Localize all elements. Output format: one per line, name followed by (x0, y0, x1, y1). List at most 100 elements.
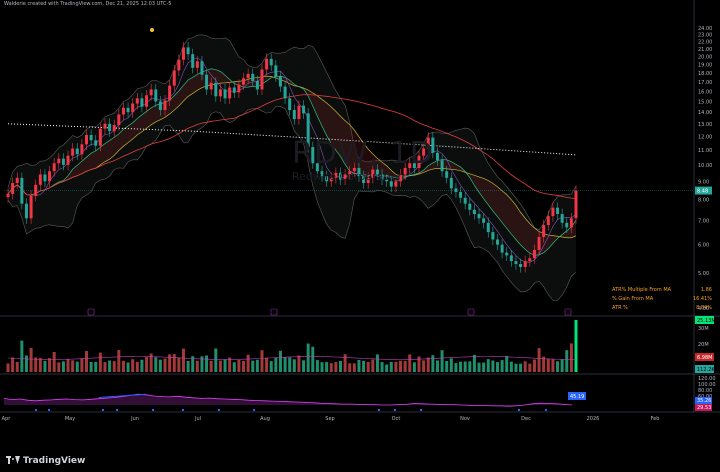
volume-bar (532, 359, 536, 372)
candle-body (223, 89, 227, 99)
y-tick-label: 14.00 (698, 110, 712, 116)
y-tick-label: 20.00 (698, 54, 712, 60)
candle-body (352, 167, 356, 172)
candle-body (200, 61, 204, 75)
volume-bar (66, 358, 70, 372)
candle-body (112, 125, 116, 132)
x-tick-label: Sep (325, 416, 334, 422)
candle-body (431, 137, 435, 153)
candle-body (422, 148, 426, 156)
volume-bar (509, 361, 513, 372)
candle-body (191, 54, 195, 68)
volume-bar (565, 350, 569, 372)
volume-bar (172, 354, 176, 372)
volume-bar (48, 358, 52, 372)
indicator-axis-label: 29.53 (697, 405, 711, 411)
volume-ma-line (7, 356, 577, 360)
candle-body (519, 264, 523, 268)
indicator-marker (102, 409, 104, 411)
candle-body (569, 218, 573, 228)
volume-bar (15, 361, 19, 372)
volume-bar (500, 360, 504, 372)
candle-body (445, 171, 449, 178)
candle-body (463, 197, 467, 204)
candle-body (274, 65, 278, 77)
band-fill (8, 34, 576, 301)
candle-body (34, 184, 38, 196)
candle-body (417, 155, 421, 168)
chart-caption: Walderie created with TradingView.com, D… (4, 1, 172, 7)
volume-bar (214, 348, 218, 372)
volume-bar (103, 362, 107, 372)
x-tick-label: Nov (460, 416, 470, 422)
candle-body (71, 148, 75, 156)
candle-body (48, 171, 52, 182)
volume-bar (422, 360, 426, 372)
volume-bottom-label: 112.2K (697, 367, 715, 373)
candle-body (495, 239, 499, 245)
volume-bar (292, 359, 296, 372)
candle-body (357, 167, 361, 177)
volume-bar (477, 362, 481, 372)
indicator-tick-label: 100.00 (698, 382, 716, 388)
volume-bar (269, 361, 273, 372)
company-watermark: Redwire Corporation (292, 170, 405, 183)
volume-bar (417, 356, 421, 372)
volume-bar (251, 360, 255, 372)
volume-bar (20, 340, 24, 372)
y-tick-label: 8.00 (698, 198, 709, 204)
candle-body (320, 171, 324, 177)
candle-body (186, 47, 190, 55)
candle-body (297, 105, 301, 120)
volume-bar (311, 346, 315, 372)
y-tick-label: 11.00 (698, 148, 712, 154)
candle-body (435, 152, 439, 161)
volume-bar (389, 361, 393, 372)
volume-bar (542, 356, 546, 372)
volume-bar (556, 361, 560, 372)
indicator-blue-segment (98, 393, 147, 398)
volume-bar (385, 364, 389, 372)
candle-body (468, 203, 472, 210)
indicator-tick-label: 80.00 (698, 388, 712, 394)
candle-body (537, 237, 541, 250)
candle-body (389, 181, 393, 187)
indicator-marker (420, 409, 422, 411)
candle-body (85, 135, 89, 145)
event-marker (270, 308, 278, 316)
candle-body (514, 261, 518, 265)
ma-purple-line (7, 57, 577, 263)
candle-body (61, 158, 65, 165)
volume-bar (306, 343, 310, 372)
candle-body (218, 89, 222, 97)
volume-bar (454, 363, 458, 372)
candle-body (380, 174, 384, 180)
candle-body (343, 174, 347, 180)
indicator-axis-badge (695, 397, 712, 404)
candle-body (195, 61, 199, 68)
y-tick-label: 12.00 (698, 134, 712, 140)
volume-bar (528, 363, 532, 372)
tradingview-logo-icon (6, 456, 20, 464)
indicator-value-label: 45.19 (570, 394, 584, 400)
candle-body (57, 158, 61, 164)
volume-bar (408, 354, 412, 372)
candle-body (375, 169, 379, 175)
volume-top-label: 25.13M (697, 318, 716, 324)
atr-row-value: 16.41% (692, 296, 712, 302)
candle-body (80, 144, 84, 155)
volume-bar (89, 361, 93, 372)
ma-green-line (7, 68, 577, 256)
candle-body (52, 163, 56, 172)
candle-body (509, 255, 513, 262)
candle-body (140, 98, 144, 107)
event-marker (87, 308, 95, 316)
volume-bar (431, 355, 435, 372)
volume-bar (108, 360, 112, 372)
volume-bar (98, 352, 102, 372)
candle-body (121, 107, 125, 115)
volume-bar (569, 343, 573, 372)
atr-row: % Gain From MA 16.41% (612, 295, 712, 304)
volume-bar (362, 360, 366, 372)
candle-body (546, 216, 550, 226)
